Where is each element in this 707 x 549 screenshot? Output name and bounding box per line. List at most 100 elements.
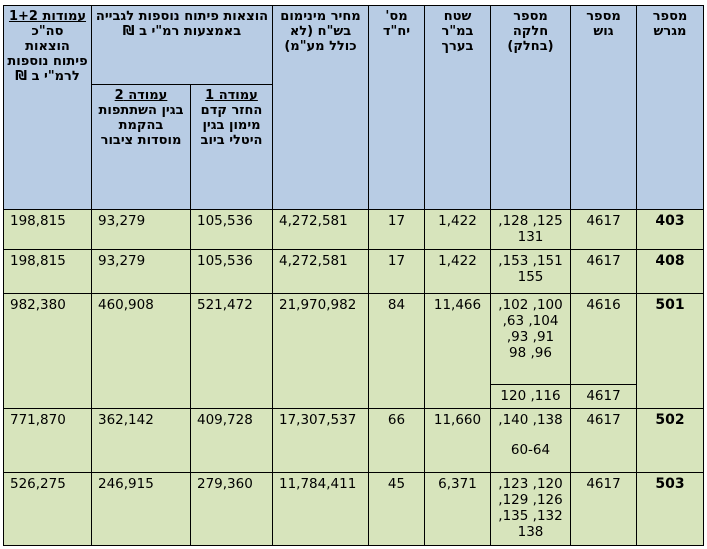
row-501-parcel: 100, 102, 104, 63, 91, 93, 96, 98	[490, 293, 571, 385]
row-501-parcel-2: 116, 120	[490, 384, 571, 409]
row-403-price: 4,272,581	[272, 209, 369, 250]
header-total-text: סה"כ הוצאות פיתוח נוספות לרמ"י ב ₪	[7, 24, 88, 84]
area-value: 1,422	[438, 213, 477, 229]
units-value: 17	[387, 253, 406, 269]
header-dev1-text: החזר קדם מימון בגין היטלי ביוב	[200, 103, 263, 148]
row-501-plot: 501	[636, 293, 704, 409]
row-503-dev1: 279,360	[190, 472, 273, 546]
total-value: 198,815	[10, 253, 66, 269]
row-408-total: 198,815	[3, 249, 92, 294]
row-501-price: 21,970,982	[272, 293, 369, 409]
row-501-total: 982,380	[3, 293, 92, 409]
header-units: מס' יח"ד	[368, 5, 425, 210]
area-value: 6,371	[438, 476, 477, 492]
row-502-area: 11,660	[424, 408, 491, 473]
row-502-dev1: 409,728	[190, 408, 273, 473]
plot-number: 502	[655, 412, 685, 428]
header-dev2-text: בגין השתתפות בהקמת מוסדות ציבור	[98, 103, 184, 148]
header-price-label: מחיר מינימום בש"ח (לא כולל מע"מ)	[280, 9, 361, 54]
price-value: 4,272,581	[279, 213, 348, 229]
row-408-block: 4617	[570, 249, 637, 294]
row-503-price: 11,784,411	[272, 472, 369, 546]
dev1-value: 409,728	[197, 412, 253, 428]
row-408-dev1: 105,536	[190, 249, 273, 294]
dev1-value: 105,536	[197, 213, 253, 229]
header-area: שטח במ"ר בערך	[424, 5, 491, 210]
header-block-label: מספר גוש	[586, 9, 621, 39]
header-dev1: עמודה 1 החזר קדם מימון בגין היטלי ביוב	[190, 84, 273, 210]
row-403-dev1: 105,536	[190, 209, 273, 250]
header-units-label: מס' יח"ד	[382, 9, 411, 39]
price-value: 4,272,581	[279, 253, 348, 269]
dev1-value: 521,472	[197, 297, 253, 313]
row-503-plot: 503	[636, 472, 704, 546]
row-503-total: 526,275	[3, 472, 92, 546]
area-value: 11,466	[433, 297, 482, 313]
header-total: עמודות 1+2 סה"כ הוצאות פיתוח נוספות לרמ"…	[3, 5, 92, 210]
block-number: 4617	[586, 388, 621, 404]
row-502-dev2: 362,142	[91, 408, 191, 473]
plot-number: 503	[655, 476, 685, 492]
header-dev-group-label: הוצאות פיתוח נוספות לגבייה באמצעות רמ"י …	[95, 9, 269, 39]
row-403-parcel: 125, 128, 131	[490, 209, 571, 250]
row-408-parcel: 151, 153, 155	[490, 249, 571, 294]
units-value: 17	[387, 213, 406, 229]
parcel-numbers: 125, 128, 131	[498, 213, 563, 245]
block-number: 4617	[586, 412, 621, 428]
row-403-area: 1,422	[424, 209, 491, 250]
dev2-value: 93,279	[98, 213, 146, 229]
header-dev2-title: עמודה 2	[114, 88, 168, 103]
total-value: 771,870	[10, 412, 66, 428]
dev1-value: 279,360	[197, 476, 253, 492]
row-403-units: 17	[368, 209, 425, 250]
plot-number: 501	[655, 297, 685, 313]
total-value: 982,380	[10, 297, 66, 313]
row-502-units: 66	[368, 408, 425, 473]
header-dev2: עמודה 2 בגין השתתפות בהקמת מוסדות ציבור	[91, 84, 191, 210]
price-value: 11,784,411	[279, 476, 357, 492]
header-plot: מספר מגרש	[636, 5, 704, 210]
row-503-units: 45	[368, 472, 425, 546]
row-502-total: 771,870	[3, 408, 92, 473]
row-501-dev1: 521,472	[190, 293, 273, 409]
row-408-plot: 408	[636, 249, 704, 294]
units-value: 84	[387, 297, 406, 313]
price-value: 17,307,537	[279, 412, 357, 428]
row-403-block: 4617	[570, 209, 637, 250]
units-value: 66	[387, 412, 406, 428]
header-parcel-label: מספר חלקה (בחלק)	[507, 9, 554, 54]
row-503-area: 6,371	[424, 472, 491, 546]
area-value: 1,422	[438, 253, 477, 269]
parcel-range: 60-64	[510, 442, 551, 458]
dev1-value: 105,536	[197, 253, 253, 269]
row-502-block: 4617	[570, 408, 637, 473]
parcel-numbers: 116, 120	[500, 388, 561, 404]
row-503-block: 4617	[570, 472, 637, 546]
parcel-numbers: 120, 123, 126, 129, 132, 135, 138	[498, 476, 563, 540]
dev2-value: 362,142	[98, 412, 154, 428]
parcel-numbers: 138, 140,	[498, 412, 563, 428]
row-502-parcel: 138, 140, 60-64	[490, 408, 571, 473]
total-value: 526,275	[10, 476, 66, 492]
row-408-price: 4,272,581	[272, 249, 369, 294]
row-408-area: 1,422	[424, 249, 491, 294]
price-value: 21,970,982	[279, 297, 357, 313]
block-number: 4616	[586, 297, 621, 313]
plot-number: 408	[655, 253, 685, 269]
area-value: 11,660	[433, 412, 482, 428]
header-total-title: עמודות 1+2	[8, 9, 87, 24]
header-dev-group: הוצאות פיתוח נוספות לגבייה באמצעות רמ"י …	[91, 5, 273, 85]
row-503-dev2: 246,915	[91, 472, 191, 546]
dev2-value: 93,279	[98, 253, 146, 269]
row-408-dev2: 93,279	[91, 249, 191, 294]
plot-number: 403	[655, 213, 685, 229]
block-number: 4617	[586, 253, 621, 269]
row-501-dev2: 460,908	[91, 293, 191, 409]
dev2-value: 246,915	[98, 476, 154, 492]
row-503-parcel: 120, 123, 126, 129, 132, 135, 138	[490, 472, 571, 546]
header-area-label: שטח במ"ר בערך	[441, 9, 474, 54]
row-501-area: 11,466	[424, 293, 491, 409]
row-502-plot: 502	[636, 408, 704, 473]
header-dev1-title: עמודה 1	[205, 88, 258, 103]
